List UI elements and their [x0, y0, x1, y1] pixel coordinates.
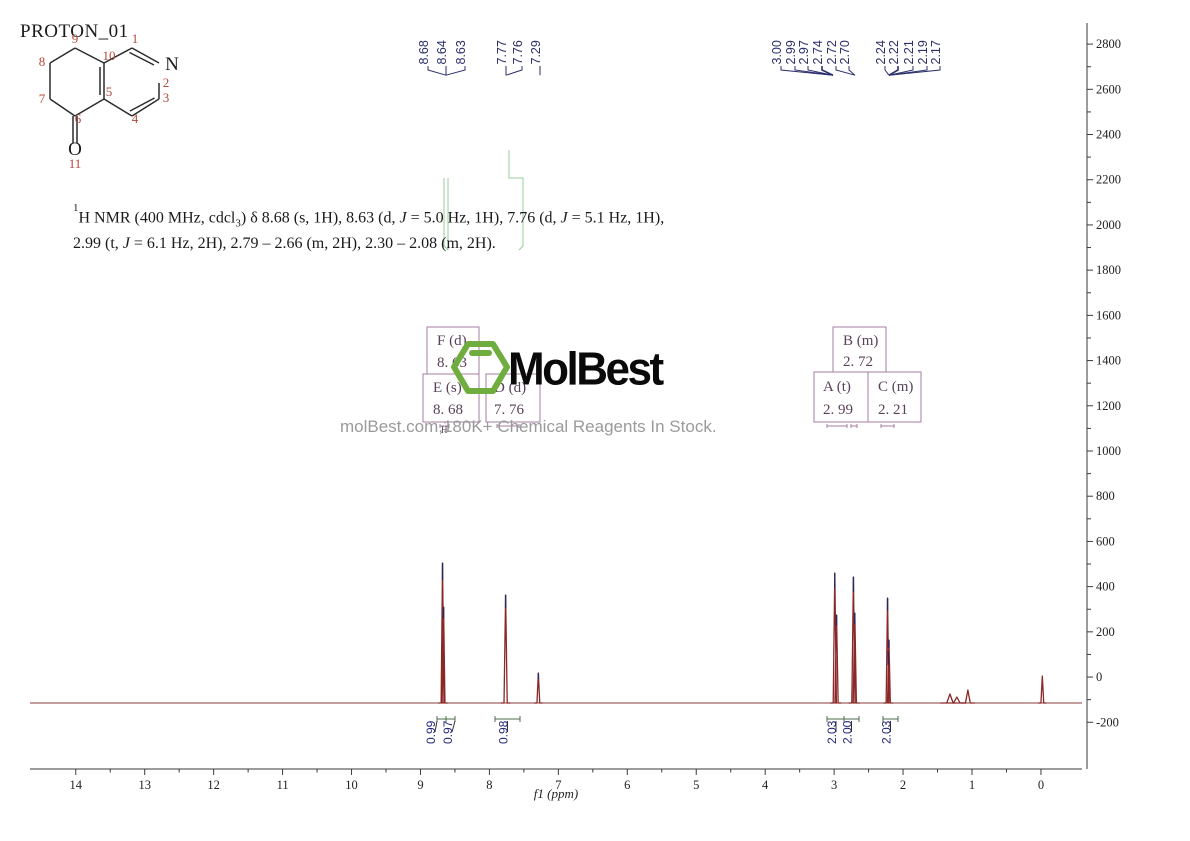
svg-text:11: 11 — [277, 778, 289, 792]
svg-text:2200: 2200 — [1096, 173, 1121, 187]
svg-text:800: 800 — [1096, 489, 1115, 503]
svg-text:2.74: 2.74 — [811, 40, 825, 64]
svg-text:8.68: 8.68 — [417, 40, 431, 64]
svg-text:2000: 2000 — [1096, 218, 1121, 232]
svg-text:7.76: 7.76 — [511, 40, 525, 64]
svg-text:0: 0 — [1096, 670, 1102, 684]
svg-text:1200: 1200 — [1096, 399, 1121, 413]
svg-text:2.03: 2.03 — [825, 720, 839, 744]
svg-text:2.21: 2.21 — [902, 40, 916, 64]
svg-text:200: 200 — [1096, 625, 1115, 639]
svg-text:0.99: 0.99 — [424, 720, 438, 744]
svg-text:2.03: 2.03 — [880, 720, 894, 744]
svg-text:400: 400 — [1096, 580, 1115, 594]
svg-text:2.19: 2.19 — [916, 40, 930, 64]
svg-text:2.22: 2.22 — [887, 40, 901, 64]
svg-text:1800: 1800 — [1096, 263, 1121, 277]
svg-text:600: 600 — [1096, 534, 1115, 548]
svg-text:12: 12 — [207, 778, 220, 792]
svg-text:13: 13 — [138, 778, 151, 792]
svg-text:0: 0 — [1038, 778, 1044, 792]
svg-text:2.17: 2.17 — [929, 40, 943, 64]
svg-text:2600: 2600 — [1096, 82, 1121, 96]
svg-text:2.97: 2.97 — [797, 40, 811, 64]
svg-text:8: 8 — [486, 778, 492, 792]
svg-text:1: 1 — [969, 778, 975, 792]
svg-text:6: 6 — [624, 778, 630, 792]
svg-text:10: 10 — [345, 778, 358, 792]
svg-text:8.64: 8.64 — [435, 40, 449, 64]
svg-text:7.77: 7.77 — [495, 40, 509, 64]
svg-text:2400: 2400 — [1096, 128, 1121, 142]
svg-text:f1 (ppm): f1 (ppm) — [534, 786, 578, 801]
svg-text:8.63: 8.63 — [454, 40, 468, 64]
svg-text:2: 2 — [900, 778, 906, 792]
svg-text:2.72: 2.72 — [825, 40, 839, 64]
svg-text:5: 5 — [693, 778, 699, 792]
svg-text:2.99: 2.99 — [784, 40, 798, 64]
svg-text:0.97: 0.97 — [441, 720, 455, 744]
svg-text:2.00: 2.00 — [841, 720, 855, 744]
svg-text:1600: 1600 — [1096, 308, 1121, 322]
svg-text:3.00: 3.00 — [770, 40, 784, 64]
svg-text:2.70: 2.70 — [838, 40, 852, 64]
svg-text:3: 3 — [831, 778, 837, 792]
svg-text:0.98: 0.98 — [497, 720, 511, 744]
svg-text:9: 9 — [417, 778, 423, 792]
svg-text:2.24: 2.24 — [874, 40, 888, 64]
svg-text:1000: 1000 — [1096, 444, 1121, 458]
svg-text:-200: -200 — [1096, 715, 1119, 729]
svg-text:1400: 1400 — [1096, 354, 1121, 368]
svg-text:4: 4 — [762, 778, 769, 792]
svg-text:7.29: 7.29 — [529, 40, 543, 64]
svg-text:14: 14 — [70, 778, 83, 792]
svg-text:2800: 2800 — [1096, 37, 1121, 51]
